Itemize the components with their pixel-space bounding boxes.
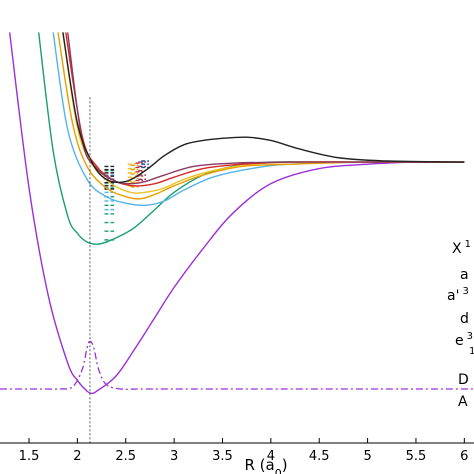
x-tick-label: 4 (267, 449, 275, 464)
x-tick-label: 6 (460, 449, 468, 464)
legend-entry-5: 1 (469, 346, 474, 357)
curve-6 (67, 32, 465, 185)
legend: X 1 a a' 3 d e 31 DA (447, 239, 474, 410)
x-tick-label: 2 (73, 449, 81, 464)
x-tick-label: 1.5 (19, 449, 40, 464)
curve-7 (62, 32, 465, 184)
x-tick-label: 3 (170, 449, 178, 464)
legend-entry-1: a (460, 267, 469, 283)
x-tick-label: 5.5 (406, 449, 427, 464)
curve-8 (0, 340, 474, 390)
curves (0, 32, 474, 395)
legend-entry-7: A (458, 394, 468, 410)
x-tick-label: 4.5 (309, 449, 330, 464)
legend-entry-6: D (458, 372, 469, 388)
curve-0 (8, 32, 465, 395)
x-axis-title: R (a0) (244, 456, 287, 474)
legend-entry-3: d (460, 311, 469, 327)
x-ticks: 1.5 2 2.5 3 3.5 4 4.5 5 5.5 6 (19, 438, 468, 464)
x-tick-label: 2.5 (115, 449, 136, 464)
x-tick-label: 5 (363, 449, 371, 464)
x-tick-label: 3.5 (212, 449, 233, 464)
curve-3 (57, 32, 465, 200)
legend-entry-2: a' 3 (447, 286, 469, 304)
